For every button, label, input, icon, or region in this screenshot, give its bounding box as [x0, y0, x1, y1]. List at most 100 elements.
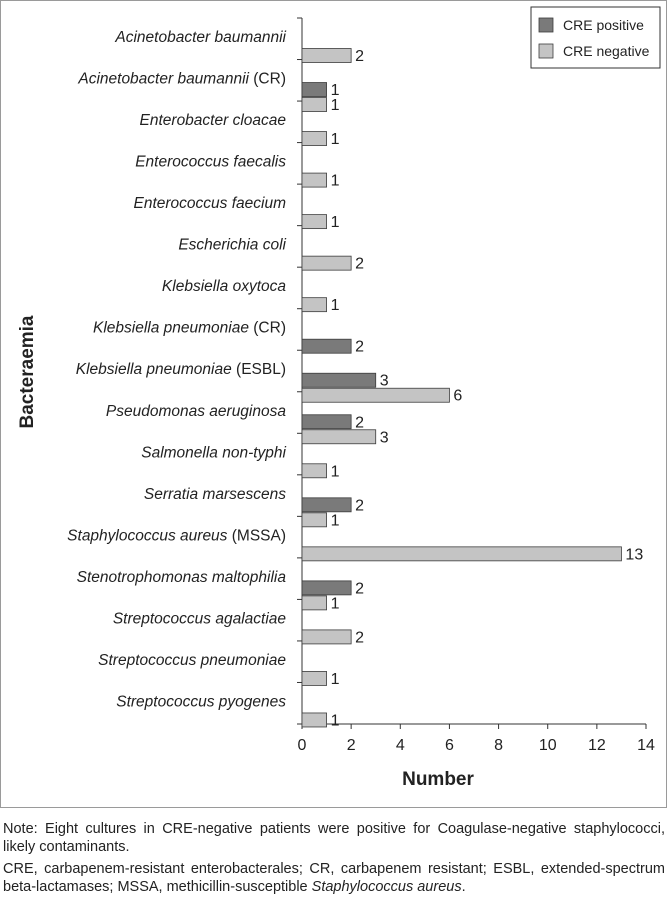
category-name: Streptococcus agalactiae: [113, 610, 287, 627]
category-label: Streptococcus agalactiae: [113, 610, 287, 627]
category-label: Klebsiella pneumoniae (ESBL): [76, 361, 286, 378]
category-label: Klebsiella pneumoniae (CR): [93, 320, 286, 337]
data-label: 2: [355, 48, 364, 65]
category-label: Pseudomonas aeruginosa: [106, 403, 286, 420]
category-label: Serratia marsescens: [144, 486, 286, 503]
abbreviations-italic: Staphylococcus aureus: [311, 879, 462, 895]
category-label: Enterococcus faecium: [134, 195, 287, 212]
category-suffix: (CR): [249, 71, 286, 88]
x-tick-label: 14: [637, 737, 655, 754]
category-label: Enterobacter cloacae: [140, 112, 287, 129]
figure-note: Note: Eight cultures in CRE-negative pat…: [3, 821, 665, 855]
data-label: 6: [453, 388, 462, 405]
category-label: Acinetobacter baumannii (CR): [77, 71, 286, 88]
data-label: 1: [331, 173, 340, 190]
category-label: Klebsiella oxytoca: [162, 278, 286, 295]
bar-cre-negative: [301, 429, 377, 445]
data-label: 2: [355, 414, 364, 431]
bar-cre-negative: [301, 463, 327, 479]
data-label: 1: [331, 595, 340, 612]
category-name: Klebsiella oxytoca: [162, 278, 286, 295]
x-tick-label: 4: [396, 737, 405, 754]
category-name: Acinetobacter baumannii: [77, 71, 249, 88]
category-name: Salmonella non-typhi: [141, 444, 286, 461]
bar-cre-negative: [301, 214, 327, 230]
x-tick-label: 8: [494, 737, 503, 754]
category-label: Escherichia coli: [178, 237, 286, 254]
category-name: Streptococcus pneumoniae: [98, 652, 286, 669]
data-label: 1: [331, 82, 340, 99]
bar-cre-negative: [301, 595, 327, 611]
x-tick-label: 6: [445, 737, 454, 754]
abbreviations-note: CRE, carbapenem-resistant enterobacteral…: [3, 860, 665, 896]
x-tick-label: 12: [588, 737, 606, 754]
abbreviations-end: .: [461, 879, 466, 895]
data-label: 1: [331, 512, 340, 529]
x-tick-label: 2: [347, 737, 356, 754]
x-axis-title: Number: [402, 769, 474, 790]
legend-label-cre-negative: CRE negative: [563, 43, 650, 59]
bar-cre-negative: [301, 546, 622, 562]
data-label: 2: [355, 497, 364, 514]
data-label: 2: [355, 629, 364, 646]
category-name: Serratia marsescens: [144, 486, 286, 503]
bar-cre-negative: [301, 131, 327, 146]
bar-cre-positive: [301, 338, 352, 354]
category-name: Enterobacter cloacae: [140, 112, 287, 129]
category-label: Stenotrophomonas maltophilia: [77, 569, 287, 586]
legend-swatch-cre-negative: [538, 43, 554, 59]
data-label: 1: [331, 97, 340, 114]
legend-label-cre-positive: CRE positive: [563, 17, 644, 33]
data-label: 2: [355, 580, 364, 597]
category-name: Streptococcus pyogenes: [116, 693, 286, 710]
data-label: 1: [331, 297, 340, 314]
bar-cre-positive: [301, 372, 377, 388]
bar-cre-positive: [301, 497, 352, 513]
data-label: 3: [380, 373, 389, 390]
category-suffix: (CR): [249, 320, 286, 337]
bar-cre-negative: [301, 629, 352, 645]
bar-cre-positive: [301, 82, 327, 97]
category-label: Enterococcus faecalis: [135, 154, 286, 171]
category-suffix: (MSSA): [227, 527, 286, 544]
category-label: Staphylococcus aureus (MSSA): [67, 527, 286, 544]
abbreviations-text: CRE, carbapenem-resistant enterobacteral…: [3, 861, 665, 895]
category-name: Klebsiella pneumoniae: [93, 320, 249, 337]
category-suffix: (ESBL): [232, 361, 286, 378]
figure-frame: [0, 0, 667, 808]
category-name: Acinetobacter baumannii: [114, 29, 286, 46]
category-label: Streptococcus pyogenes: [116, 693, 286, 710]
category-name: Enterococcus faecalis: [135, 154, 286, 171]
bar-cre-negative: [301, 297, 327, 313]
bar-cre-negative: [301, 255, 352, 271]
data-label: 1: [331, 463, 340, 480]
bar-cre-negative: [301, 512, 327, 528]
data-label: 13: [625, 546, 643, 563]
bar-cre-positive: [301, 580, 352, 596]
data-label: 1: [331, 214, 340, 231]
category-name: Escherichia coli: [178, 237, 286, 254]
data-label: 1: [331, 712, 340, 729]
bar-cre-negative: [301, 712, 327, 728]
data-label: 3: [380, 429, 389, 446]
category-name: Klebsiella pneumoniae: [76, 361, 232, 378]
legend-swatch-cre-positive: [538, 17, 554, 33]
bar-cre-negative: [301, 48, 352, 63]
category-label: Acinetobacter baumannii: [114, 29, 286, 46]
category-label: Streptococcus pneumoniae: [98, 652, 286, 669]
data-label: 1: [331, 671, 340, 688]
y-axis-title: Bacteraemia: [17, 315, 38, 428]
data-label: 2: [355, 256, 364, 273]
bar-cre-positive: [301, 414, 352, 430]
bar-cre-negative: [301, 387, 450, 403]
category-name: Enterococcus faecium: [134, 195, 287, 212]
x-tick-label: 10: [539, 737, 557, 754]
bar-cre-negative: [301, 671, 327, 686]
data-label: 2: [355, 339, 364, 356]
category-name: Stenotrophomonas maltophilia: [77, 569, 287, 586]
x-tick-label: 0: [298, 737, 307, 754]
category-name: Pseudomonas aeruginosa: [106, 403, 286, 420]
bar-cre-negative: [301, 172, 327, 188]
category-label: Salmonella non-typhi: [141, 444, 286, 461]
